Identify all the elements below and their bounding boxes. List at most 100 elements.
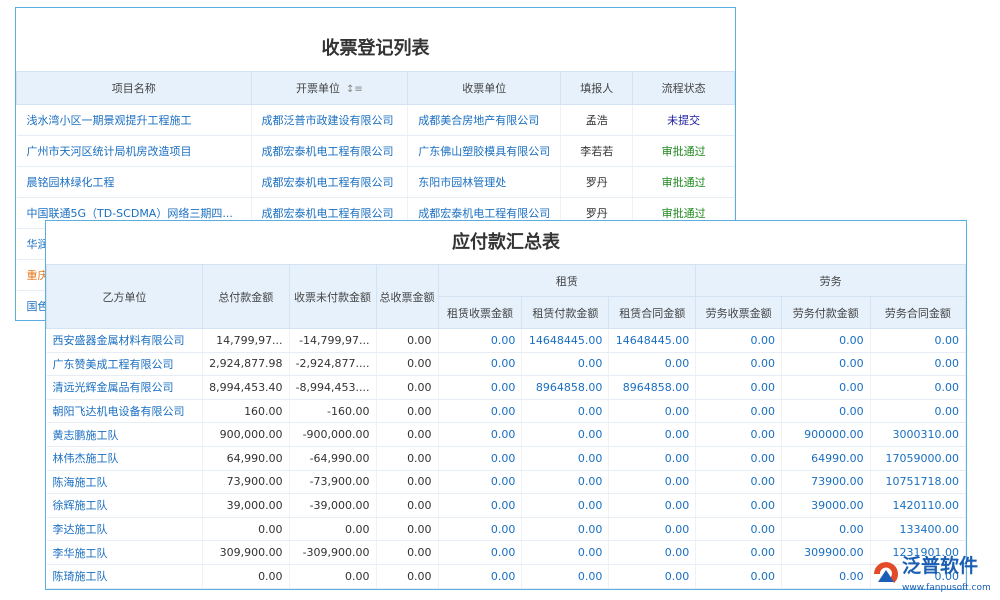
table-cell: 8964858.00	[608, 375, 697, 400]
column-header[interactable]: 填报人	[560, 71, 634, 105]
table-cell[interactable]: 陈琦施工队	[46, 564, 204, 589]
table-cell: 成都宏泰机电工程有限公司	[251, 135, 409, 167]
table-cell: 未提交	[632, 104, 735, 136]
table-cell: -73,900.00	[289, 470, 377, 495]
logo-name: 泛普软件	[902, 554, 978, 577]
table-cell[interactable]: 徐辉施工队	[46, 493, 204, 518]
table-cell[interactable]: 广州市天河区统计局机房改造项目	[16, 135, 252, 167]
column-header[interactable]: 项目名称	[16, 71, 252, 105]
table-cell: 0.00	[376, 493, 439, 518]
table-cell[interactable]: 李达施工队	[46, 517, 204, 542]
column-header[interactable]: 劳务合同金额	[869, 296, 966, 329]
table-cell: 0.00	[521, 564, 610, 589]
logo-icon	[878, 570, 894, 582]
table-cell: 8,994,453.40	[202, 375, 290, 400]
table-cell[interactable]: 西安盛器金属材料有限公司	[46, 328, 204, 353]
column-header[interactable]: 流程状态	[632, 71, 735, 105]
table-row: 陈海施工队 73,900.00 -73,900.00 0.00 0.00 0.00 0.00…	[46, 470, 966, 495]
table-row: 广东赞美成工程有限公司 2,924,877.98 -2,924,877.... 0.0…	[46, 352, 966, 377]
column-header[interactable]: 乙方单位	[46, 264, 204, 329]
column-header[interactable]: 租赁收票金额	[437, 296, 523, 329]
table-cell[interactable]: 广东赞美成工程有限公司	[46, 352, 204, 377]
table-cell: 0.00	[781, 375, 871, 400]
table-cell: -900,000.00	[289, 422, 377, 447]
table-cell: 0.00	[438, 422, 523, 447]
table-cell[interactable]: 清远光辉金属品有限公司	[46, 375, 204, 400]
group-header: 租赁	[437, 264, 697, 297]
table-cell: 0.00	[608, 564, 697, 589]
table-cell: -160.00	[289, 399, 377, 424]
sort-icon[interactable]: ↕≡	[346, 84, 363, 95]
table-cell: 10751718.00	[870, 470, 966, 495]
table-cell: 罗丹	[560, 166, 634, 198]
column-header[interactable]: 收票单位	[407, 71, 562, 105]
table-cell: 39000.00	[781, 493, 871, 518]
table-cell: 0.00	[608, 446, 697, 471]
table-cell: -14,799,97...	[289, 328, 377, 353]
table-row: 朝阳飞达机电设备有限公司 160.00 -160.00 0.00 0.00 0.00 0.0…	[46, 399, 966, 424]
table-cell: 0.00	[376, 446, 439, 471]
column-header[interactable]: 劳务付款金额	[780, 296, 871, 329]
table-cell: 0.00	[438, 328, 523, 353]
table-cell[interactable]: 林伟杰施工队	[46, 446, 204, 471]
table-cell: 1420110.00	[870, 493, 966, 518]
table-cell: 东阳市园林管理处	[407, 166, 562, 198]
table-row: 清远光辉金属品有限公司 8,994,453.40 -8,994,453.... 0.0…	[46, 375, 966, 400]
table-cell[interactable]: 陈海施工队	[46, 470, 204, 495]
table-cell: 14,799,97...	[202, 328, 290, 353]
table-row: 李达施工队 0.00 0.00 0.00 0.00 0.00 0.00 0.00 0.00 133…	[46, 517, 966, 542]
table-cell: 0.00	[521, 446, 610, 471]
table-cell: 0.00	[695, 422, 782, 447]
table-cell: 309900.00	[781, 540, 871, 565]
column-header[interactable]: 劳务收票金额	[695, 296, 782, 329]
table-cell: 900,000.00	[202, 422, 290, 447]
table-cell: 14648445.00	[521, 328, 610, 353]
table-cell: 0.00	[438, 470, 523, 495]
table-cell: -2,924,877....	[289, 352, 377, 377]
table-cell: 0.00	[870, 375, 966, 400]
table-cell: 0.00	[870, 352, 966, 377]
table-cell: 成都美合房地产有限公司	[407, 104, 562, 136]
table-cell: 8964858.00	[521, 375, 610, 400]
table-cell: -8,994,453....	[289, 375, 377, 400]
table-cell: 0.00	[376, 422, 439, 447]
table-cell: 0.00	[521, 352, 610, 377]
table-cell[interactable]: 黄志鹏施工队	[46, 422, 204, 447]
table-cell: 0.00	[521, 493, 610, 518]
table-cell: 0.00	[438, 517, 523, 542]
table-cell: 0.00	[202, 564, 290, 589]
column-header[interactable]: 收票未付款金额	[288, 264, 377, 329]
table-cell: 审批通过	[632, 166, 735, 198]
table-cell[interactable]: 浅水湾小区一期景观提升工程施工	[16, 104, 252, 136]
table-cell: 成都泛普市政建设有限公司	[251, 104, 409, 136]
table-cell: 0.00	[438, 564, 523, 589]
table-cell: 900000.00	[781, 422, 871, 447]
table-cell: 0.00	[376, 352, 439, 377]
column-header[interactable]: 总收票金额	[375, 264, 439, 329]
table-cell: 李若若	[560, 135, 634, 167]
table-cell: 0.00	[608, 399, 697, 424]
logo-url: www.fanpusoft.com	[902, 583, 991, 593]
table-cell: 64990.00	[781, 446, 871, 471]
table-cell: 0.00	[376, 328, 439, 353]
table-cell: 0.00	[376, 540, 439, 565]
table-cell: 广东佛山塑胶模具有限公司	[407, 135, 562, 167]
column-header[interactable]: 开票单位 ↕≡	[250, 71, 409, 105]
panel-title: 收票登记列表	[321, 38, 430, 59]
table-cell: 0.00	[376, 375, 439, 400]
table-cell: 0.00	[695, 352, 782, 377]
table-cell: 0.00	[695, 446, 782, 471]
table-cell: 0.00	[376, 399, 439, 424]
table-cell: 0.00	[870, 564, 966, 589]
table-cell[interactable]: 李华施工队	[46, 540, 204, 565]
table-cell: 0.00	[521, 470, 610, 495]
table-cell: -39,000.00	[289, 493, 377, 518]
table-cell[interactable]: 晨铭园林绿化工程	[16, 166, 252, 198]
table-cell: 0.00	[438, 540, 523, 565]
table-cell: 0.00	[521, 517, 610, 542]
table-cell: 0.00	[438, 446, 523, 471]
column-header[interactable]: 总付款金额	[202, 264, 290, 329]
column-header[interactable]: 租赁付款金额	[521, 296, 610, 329]
table-cell[interactable]: 朝阳飞达机电设备有限公司	[46, 399, 204, 424]
column-header[interactable]: 租赁合同金额	[608, 296, 697, 329]
